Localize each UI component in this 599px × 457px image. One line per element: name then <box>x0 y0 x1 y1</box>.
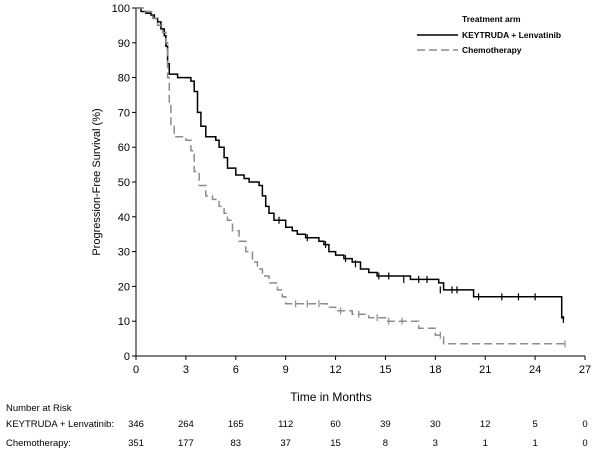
y-tick-label: 10 <box>118 316 130 328</box>
y-tick-label: 0 <box>124 351 130 363</box>
risk-value-keytruda: 112 <box>278 419 293 430</box>
risk-value-chemotherapy: 8 <box>383 438 388 449</box>
axes <box>135 8 585 357</box>
x-tick-label: 12 <box>329 364 341 376</box>
y-ticks: 0 10 20 30 40 50 60 70 80 90 100 <box>112 3 136 363</box>
x-tick-label: 0 <box>133 364 139 376</box>
risk-value-keytruda: 264 <box>178 419 194 430</box>
x-tick-label: 3 <box>183 364 189 376</box>
risk-row-label-keytruda: KEYTRUDA + Lenvatinib: <box>6 419 114 430</box>
risk-value-chemotherapy: 37 <box>280 438 291 449</box>
risk-value-keytruda: 346 <box>128 419 144 430</box>
y-tick-label: 100 <box>112 3 130 15</box>
x-tick-label: 9 <box>283 364 289 376</box>
risk-table-title: Number at Risk <box>6 403 72 414</box>
series-line-chemotherapy <box>136 7 565 345</box>
number-at-risk-table: Number at Risk KEYTRUDA + Lenvatinib: Ch… <box>6 403 588 449</box>
legend-label-chemotherapy: Chemotherapy <box>462 45 522 55</box>
legend: Treatment arm KEYTRUDA + Lenvatinib Chem… <box>417 14 561 55</box>
risk-value-chemotherapy: 83 <box>230 438 241 449</box>
y-axis-label: Progression-Free Survival (%) <box>91 108 103 255</box>
y-tick-label: 40 <box>118 212 130 224</box>
y-tick-label: 90 <box>118 38 130 50</box>
risk-value-keytruda: 39 <box>380 419 391 430</box>
x-tick-label: 21 <box>479 364 491 376</box>
risk-value-keytruda: 5 <box>532 419 537 430</box>
series-layer <box>136 7 566 348</box>
risk-row-label-chemotherapy: Chemotherapy: <box>6 438 71 449</box>
y-tick-label: 60 <box>118 142 130 154</box>
x-tick-label: 24 <box>529 364 541 376</box>
risk-value-keytruda: 165 <box>228 419 244 430</box>
y-tick-label: 70 <box>118 107 130 119</box>
series-line-keytruda <box>136 7 565 320</box>
risk-value-chemotherapy: 15 <box>330 438 341 449</box>
risk-value-chemotherapy: 0 <box>582 438 587 449</box>
risk-value-chemotherapy: 3 <box>433 438 438 449</box>
legend-label-keytruda: KEYTRUDA + Lenvatinib <box>462 30 561 40</box>
legend-title: Treatment arm <box>462 14 521 24</box>
risk-value-keytruda: 0 <box>582 419 587 430</box>
risk-value-keytruda: 12 <box>480 419 491 430</box>
x-tick-label: 15 <box>379 364 391 376</box>
risk-value-keytruda: 30 <box>430 419 441 430</box>
y-tick-label: 80 <box>118 73 130 85</box>
x-tick-label: 18 <box>429 364 441 376</box>
x-ticks: 0 3 6 9 12 15 18 21 24 27 <box>133 356 591 376</box>
risk-value-keytruda: 60 <box>330 419 341 430</box>
risk-value-chemotherapy: 351 <box>128 438 144 449</box>
risk-value-chemotherapy: 1 <box>483 438 488 449</box>
x-axis-label: Time in Months <box>290 390 372 404</box>
x-tick-label: 27 <box>579 364 591 376</box>
y-tick-label: 20 <box>118 281 130 293</box>
y-tick-label: 50 <box>118 177 130 189</box>
risk-value-chemotherapy: 177 <box>178 438 194 449</box>
x-tick-label: 6 <box>233 364 239 376</box>
y-tick-label: 30 <box>118 247 130 259</box>
risk-value-chemotherapy: 1 <box>532 438 537 449</box>
